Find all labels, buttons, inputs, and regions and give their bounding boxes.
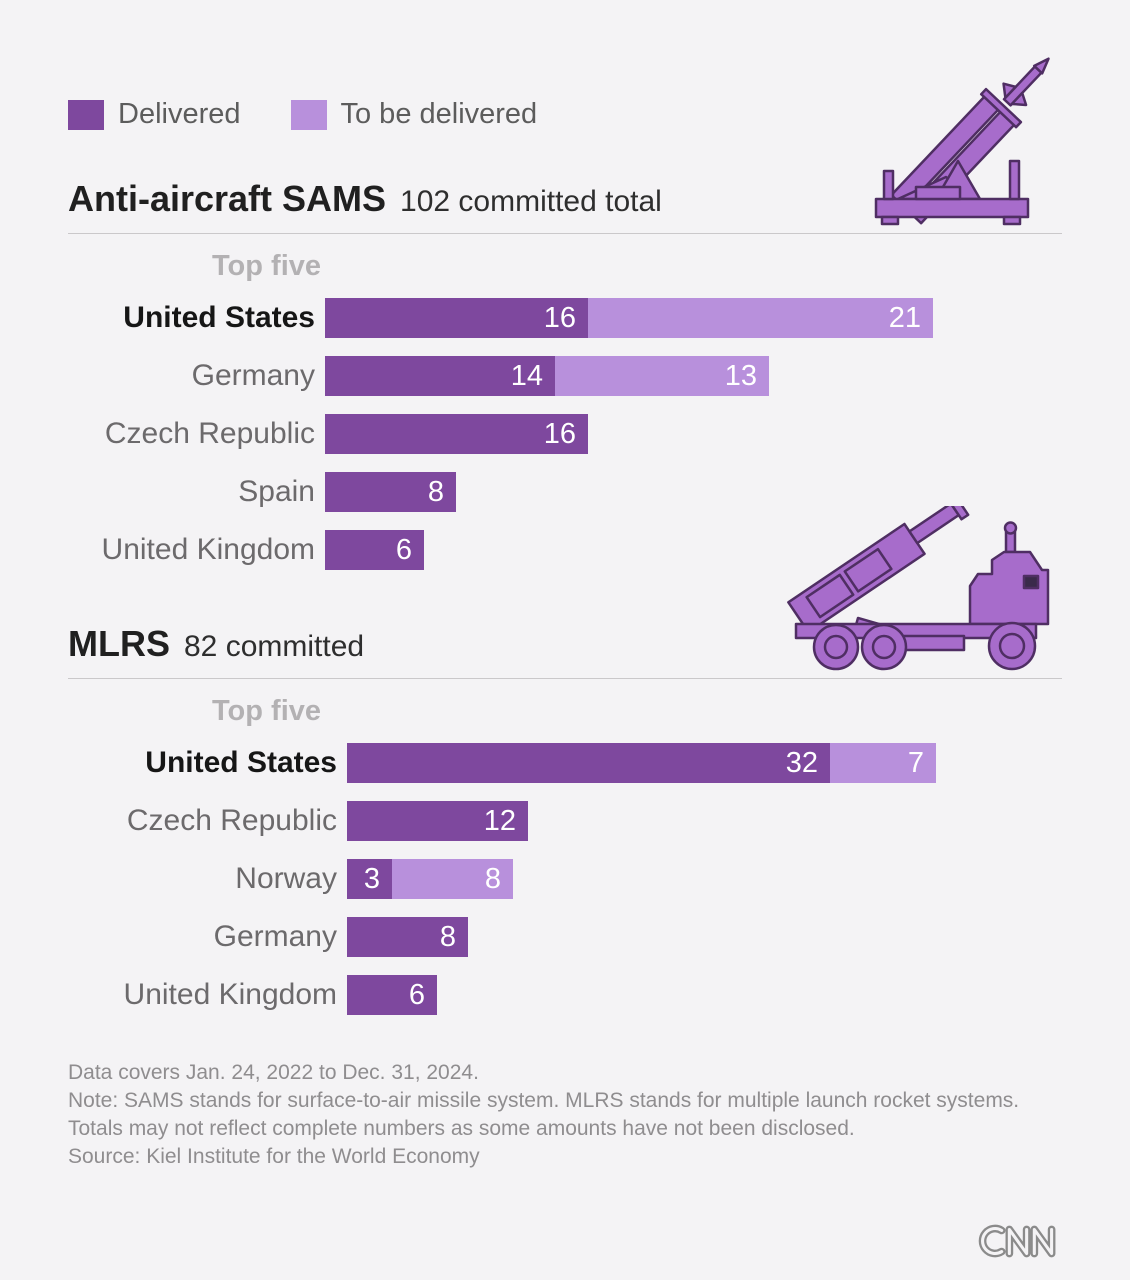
bar-track: 14 13 bbox=[325, 356, 1062, 396]
delivered-bar-segment: 32 bbox=[347, 743, 830, 783]
bar-track: 12 bbox=[347, 801, 1062, 841]
bar-row: Norway 3 8 bbox=[68, 859, 1062, 899]
bar-value-label: 6 bbox=[408, 978, 425, 1011]
category-label: United Kingdom bbox=[101, 533, 315, 566]
bar-value-label: 13 bbox=[724, 359, 757, 392]
delivered-bar-segment: 16 bbox=[325, 414, 588, 454]
bar-row: Germany 8 bbox=[68, 917, 1062, 957]
delivered-bar-segment: 3 bbox=[347, 859, 392, 899]
legend-item-to-be-delivered: To be delivered bbox=[290, 98, 538, 131]
mlrs-section-header: MLRS 82 committed bbox=[68, 622, 1062, 679]
bar-value-label: 32 bbox=[785, 746, 818, 779]
delivered-swatch bbox=[68, 99, 104, 130]
category-label: Spain bbox=[238, 475, 315, 508]
infographic: Delivered To be delivered Anti-aircraft … bbox=[68, 0, 1062, 1171]
footer-note: Totals may not reflect complete numbers … bbox=[68, 1117, 855, 1140]
legend-item-delivered: Delivered bbox=[68, 98, 241, 131]
sams-section: Anti-aircraft SAMS 102 committed total bbox=[68, 57, 1062, 570]
bar-value-label: 7 bbox=[907, 746, 924, 779]
mlrs-bar-rows: United States 32 7 Czech Republic 12 Norway 3 8… bbox=[68, 743, 1062, 1015]
mlrs-section: MLRS 82 committed bbox=[68, 506, 1062, 1015]
legend-label: Delivered bbox=[118, 98, 241, 130]
bar-value-label: 6 bbox=[395, 533, 412, 566]
footer-notes: Data covers Jan. 24, 2022 to Dec. 31, 20… bbox=[68, 1059, 1062, 1171]
bar-row: Spain 8 bbox=[68, 472, 1062, 512]
category-label: Czech Republic bbox=[126, 804, 337, 837]
bar-row: United Kingdom 6 bbox=[68, 530, 1062, 570]
bar-track: 8 bbox=[347, 917, 1062, 957]
category-label: Norway bbox=[235, 862, 337, 895]
bar-value-label: 16 bbox=[543, 417, 576, 450]
bar-value-label: 16 bbox=[543, 301, 576, 334]
mlrs-title: MLRS bbox=[68, 623, 170, 664]
sams-top-five-label: Top five bbox=[212, 250, 322, 282]
sams-bar-rows: United States 16 21 Germany 14 13 Czech Republ… bbox=[68, 298, 1062, 570]
footer-source: Source: Kiel Institute for the World Eco… bbox=[68, 1145, 480, 1168]
footer-data-coverage: Data covers Jan. 24, 2022 to Dec. 31, 20… bbox=[68, 1061, 479, 1084]
to-be-delivered-swatch bbox=[290, 99, 327, 130]
footer-note: Note: SAMS stands for surface-to-air mis… bbox=[68, 1089, 1020, 1112]
cnn-logo bbox=[978, 1224, 1056, 1258]
bar-track: 6 bbox=[347, 975, 1062, 1015]
bar-row: Czech Republic 16 bbox=[68, 414, 1062, 454]
bar-value-label: 14 bbox=[510, 359, 543, 392]
legend-label: To be delivered bbox=[340, 98, 538, 130]
bar-value-label: 8 bbox=[439, 920, 456, 953]
category-label: United States bbox=[145, 746, 337, 779]
bar-row: United States 16 21 bbox=[68, 298, 1062, 338]
bar-row: Germany 14 13 bbox=[68, 356, 1062, 396]
sams-title: Anti-aircraft SAMS bbox=[68, 178, 387, 219]
category-label: United Kingdom bbox=[123, 978, 337, 1011]
bar-row: Czech Republic 12 bbox=[68, 801, 1062, 841]
legend: Delivered To be delivered bbox=[68, 0, 1062, 131]
category-label: Germany bbox=[213, 920, 337, 953]
delivered-bar-segment: 6 bbox=[325, 530, 424, 570]
bar-row: United States 32 7 bbox=[68, 743, 1062, 783]
to-be-delivered-bar-segment: 13 bbox=[555, 356, 769, 396]
category-label: Germany bbox=[191, 359, 315, 392]
delivered-bar-segment: 8 bbox=[325, 472, 456, 512]
bar-value-label: 8 bbox=[484, 862, 501, 895]
bar-track: 8 bbox=[325, 472, 1062, 512]
bar-value-label: 3 bbox=[363, 862, 380, 895]
to-be-delivered-bar-segment: 21 bbox=[588, 298, 933, 338]
bar-track: 16 21 bbox=[325, 298, 1062, 338]
delivered-bar-segment: 12 bbox=[347, 801, 528, 841]
delivered-bar-segment: 6 bbox=[347, 975, 437, 1015]
bar-track: 16 bbox=[325, 414, 1062, 454]
bar-value-label: 8 bbox=[427, 475, 444, 508]
bar-row: United Kingdom 6 bbox=[68, 975, 1062, 1015]
bar-value-label: 21 bbox=[888, 301, 921, 334]
to-be-delivered-bar-segment: 8 bbox=[392, 859, 513, 899]
delivered-bar-segment: 8 bbox=[347, 917, 468, 957]
bar-value-label: 12 bbox=[483, 804, 516, 837]
sams-subtitle: 102 committed total bbox=[400, 185, 662, 218]
category-label: United States bbox=[123, 301, 315, 334]
category-label: Czech Republic bbox=[104, 417, 315, 450]
delivered-bar-segment: 16 bbox=[325, 298, 588, 338]
sam-launcher-icon bbox=[874, 57, 1050, 226]
mlrs-subtitle: 82 committed bbox=[184, 630, 365, 663]
mlrs-top-five-label: Top five bbox=[212, 695, 322, 727]
delivered-bar-segment: 14 bbox=[325, 356, 555, 396]
to-be-delivered-bar-segment: 7 bbox=[830, 743, 936, 783]
bar-track: 32 7 bbox=[347, 743, 1062, 783]
mlrs-truck-icon bbox=[787, 506, 1050, 671]
bar-track: 6 bbox=[325, 530, 1062, 570]
sams-section-header: Anti-aircraft SAMS 102 committed total bbox=[68, 177, 1062, 234]
